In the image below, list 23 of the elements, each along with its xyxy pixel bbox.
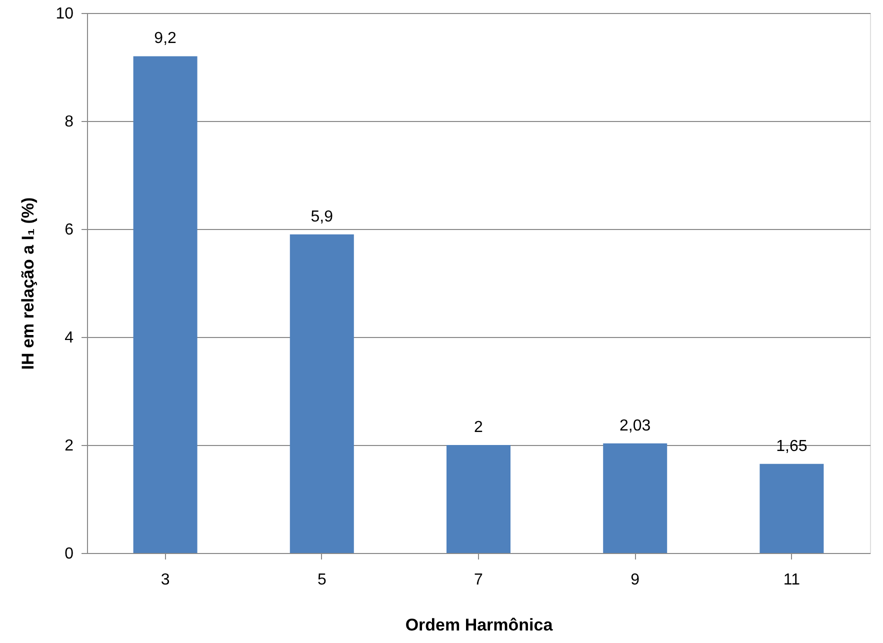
y-tick-label: 4 <box>64 330 74 346</box>
y-tick-label: 10 <box>56 6 74 22</box>
y-tick-label: 0 <box>64 546 74 562</box>
x-axis-title: Ordem Harmônica <box>405 616 554 634</box>
x-tick-label: 5 <box>317 572 326 588</box>
data-label: 5,9 <box>310 208 334 226</box>
data-label: 1,65 <box>776 438 808 455</box>
data-label: 2 <box>474 419 484 436</box>
bar <box>446 445 510 553</box>
y-tick-label: 2 <box>64 438 74 454</box>
bar <box>290 234 354 553</box>
y-axis-title: IH em relação a I₁ (%) <box>18 197 38 370</box>
bar <box>760 464 824 553</box>
data-label: 2,03 <box>620 417 651 434</box>
x-tick-label: 9 <box>630 572 640 588</box>
y-tick-label: 8 <box>64 114 74 130</box>
y-tick-label: 6 <box>64 222 74 238</box>
x-tick-label: 7 <box>474 572 484 588</box>
bar <box>133 56 198 553</box>
x-tick-label: 3 <box>160 572 170 588</box>
bar <box>603 443 668 553</box>
x-tick-label: 11 <box>783 572 800 588</box>
data-label: 9,2 <box>154 30 177 48</box>
